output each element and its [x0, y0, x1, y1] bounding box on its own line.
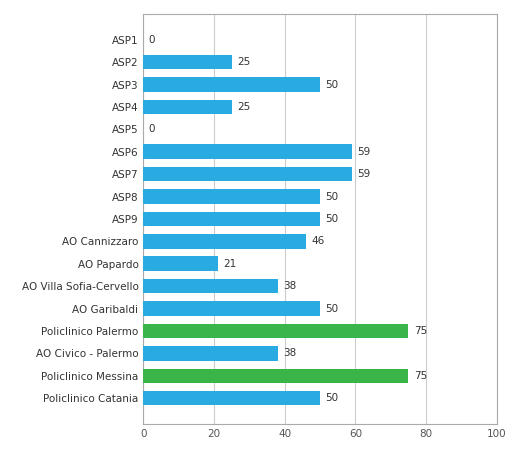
Bar — [143, 256, 218, 271]
Bar — [143, 301, 320, 316]
Text: 50: 50 — [325, 192, 338, 201]
Bar — [143, 279, 278, 294]
Text: 59: 59 — [357, 169, 370, 179]
Text: 50: 50 — [325, 80, 338, 89]
Text: 0: 0 — [148, 124, 155, 134]
Text: 75: 75 — [414, 326, 427, 336]
Text: 50: 50 — [325, 304, 338, 313]
Bar — [143, 144, 352, 159]
Text: 59: 59 — [357, 147, 370, 157]
Bar — [143, 368, 409, 383]
Bar — [143, 324, 409, 338]
Bar — [143, 234, 306, 248]
Text: 25: 25 — [237, 57, 250, 67]
Text: 38: 38 — [283, 281, 296, 291]
Text: 38: 38 — [283, 349, 296, 358]
Bar — [143, 100, 231, 114]
Bar — [143, 77, 320, 92]
Bar — [143, 167, 352, 182]
Bar — [143, 346, 278, 361]
Text: 50: 50 — [325, 393, 338, 403]
Text: 46: 46 — [311, 236, 325, 246]
Text: 75: 75 — [414, 371, 427, 381]
Text: 0: 0 — [148, 35, 155, 45]
Text: 21: 21 — [223, 259, 236, 269]
Bar — [143, 212, 320, 226]
Bar — [143, 189, 320, 204]
Text: 25: 25 — [237, 102, 250, 112]
Bar — [143, 55, 231, 70]
Bar — [143, 391, 320, 406]
Text: 50: 50 — [325, 214, 338, 224]
